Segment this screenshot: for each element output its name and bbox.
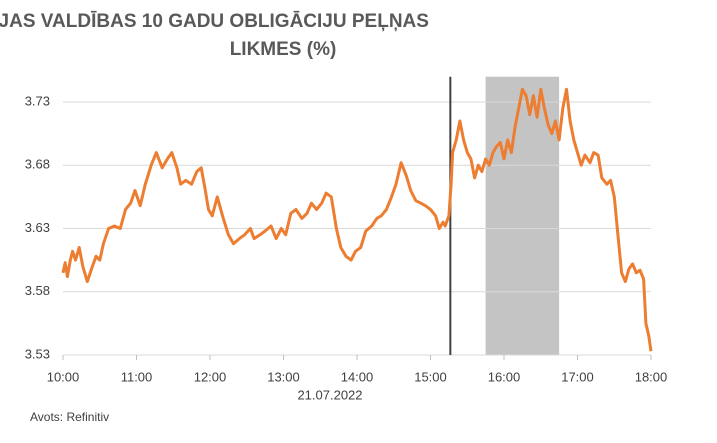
x-axis-label: 21.07.2022 xyxy=(297,387,362,402)
x-tick-label: 18:00 xyxy=(635,369,668,384)
y-tick-label: 3.63 xyxy=(25,220,50,235)
y-tick-label: 3.68 xyxy=(25,157,50,172)
x-tick-label: 11:00 xyxy=(121,369,153,384)
x-tick-label: 13:00 xyxy=(267,369,300,384)
chart-title: LIKMES (%) xyxy=(230,39,337,60)
y-tick-label: 3.58 xyxy=(25,283,50,298)
source: Avots: Refinitiv xyxy=(30,410,109,424)
x-tick-label: 14:00 xyxy=(341,369,374,384)
chart-title: ITĀLIJAS VALDĪBAS 10 GADU OBLIGĀCIJU PEĻ… xyxy=(0,11,429,32)
y-tick-label: 3.73 xyxy=(25,93,50,108)
x-tick-label: 12:00 xyxy=(194,369,227,384)
x-tick-label: 17:00 xyxy=(561,369,594,384)
data-line xyxy=(61,87,653,352)
x-tick-label: 16:00 xyxy=(488,369,521,384)
x-tick-label: 10:00 xyxy=(47,369,80,384)
y-tick-label: 3.53 xyxy=(25,346,50,361)
x-tick-label: 15:00 xyxy=(414,369,447,384)
